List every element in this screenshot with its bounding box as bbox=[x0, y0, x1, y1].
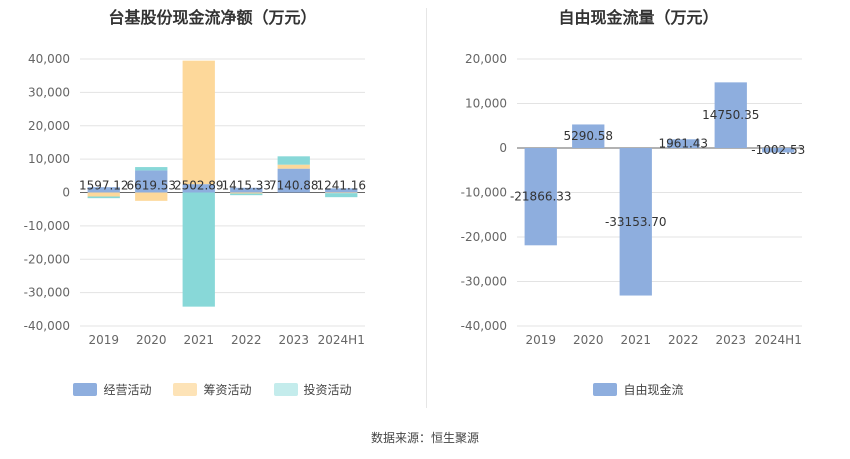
bar-自由现金流-2021 bbox=[619, 148, 652, 296]
free-cashflow-chart: 20,000 10,000 0 -10,000 -20,000 -30,000 -40,00… bbox=[461, 52, 806, 347]
y-tick-label: 30,000 bbox=[28, 85, 70, 99]
x-tick-label: 2019 bbox=[88, 333, 119, 347]
y-tick-label: -30,000 bbox=[461, 275, 507, 289]
x-tick-label: 2023 bbox=[278, 333, 309, 347]
cashflow-net-panel: 台基股份现金流净额（万元） 40,000 30,000 20,000 10,000 0 -… bbox=[0, 0, 425, 410]
legend-label-financing: 筹资活动 bbox=[203, 383, 252, 397]
bar-投资活动-2024H1 bbox=[325, 193, 358, 198]
data-label: -33153.70 bbox=[605, 215, 667, 229]
x-tick-label: 2021 bbox=[620, 333, 651, 347]
y-tick-label: -10,000 bbox=[24, 219, 70, 233]
legend-swatch-operating bbox=[73, 383, 98, 396]
free-cashflow-panel: 自由现金流量（万元） 20,000 10,000 0 -10,000 -20,000 -3… bbox=[427, 0, 850, 410]
x-tick-label: 2022 bbox=[231, 333, 262, 347]
legend-swatch-free-cashflow bbox=[593, 383, 618, 396]
legend-label-free-cashflow: 自由现金流 bbox=[623, 383, 684, 397]
bar-经营活动-2024H1 bbox=[325, 188, 358, 193]
data-label: 2502.89 bbox=[174, 179, 224, 193]
data-label: 1961.43 bbox=[658, 137, 708, 151]
x-tick-label: 2020 bbox=[136, 333, 167, 347]
legend-label-investing: 投资活动 bbox=[303, 383, 352, 397]
bar-自由现金流-2024H1 bbox=[762, 148, 795, 153]
data-label: 1241.16 bbox=[316, 179, 366, 193]
bar-筹资活动-2022 bbox=[230, 192, 263, 194]
x-tick-label: 2024H1 bbox=[755, 333, 802, 347]
bar-筹资活动-2021 bbox=[182, 60, 215, 185]
bar-经营活动-2022 bbox=[230, 187, 263, 193]
y-tick-label: -20,000 bbox=[24, 252, 70, 266]
data-label: 6619.53 bbox=[126, 179, 176, 193]
chart-title-free-cashflow: 自由现金流量（万元） bbox=[558, 8, 719, 27]
bar-投资活动-2021 bbox=[182, 192, 215, 307]
net-cashflow-chart: 40,000 30,000 20,000 10,000 0 -10,000 -20,000 -… bbox=[24, 52, 366, 347]
bar-自由现金流-2022 bbox=[667, 139, 700, 148]
data-label: 14750.35 bbox=[702, 108, 759, 122]
x-tick-label: 2020 bbox=[573, 333, 604, 347]
y-tick-label: 0 bbox=[499, 141, 507, 155]
y-tick-label: 20,000 bbox=[28, 119, 70, 133]
bar-筹资活动-2019 bbox=[87, 192, 120, 197]
y-tick-label: 10,000 bbox=[465, 97, 507, 111]
panel-divider bbox=[426, 8, 427, 408]
x-tick-label: 2023 bbox=[715, 333, 746, 347]
data-label: -1002.53 bbox=[751, 143, 805, 157]
y-tick-label: 40,000 bbox=[28, 52, 70, 66]
legend-item-operating[interactable]: 经营活动 bbox=[73, 381, 151, 398]
bar-筹资活动-2023 bbox=[277, 164, 310, 169]
y-tick-label: -30,000 bbox=[24, 286, 70, 300]
bar-投资活动-2023 bbox=[277, 156, 310, 165]
bar-自由现金流-2020 bbox=[572, 124, 605, 148]
data-label: 1597.12 bbox=[79, 179, 129, 193]
data-label: 1415.33 bbox=[221, 179, 271, 193]
bar-投资活动-2019 bbox=[87, 196, 120, 199]
bar-投资活动-2022 bbox=[230, 193, 263, 196]
net-cashflow-legend: 经营活动 筹资活动 投资活动 bbox=[0, 381, 425, 398]
x-tick-label: 2024H1 bbox=[318, 333, 365, 347]
legend-label-operating: 经营活动 bbox=[103, 383, 152, 397]
legend-item-investing[interactable]: 投资活动 bbox=[273, 381, 352, 398]
x-tick-label: 2019 bbox=[525, 333, 556, 347]
x-tick-label: 2021 bbox=[183, 333, 214, 347]
bar-投资活动-2020 bbox=[135, 167, 168, 171]
bar-筹资活动-2020 bbox=[135, 192, 168, 201]
legend-swatch-financing bbox=[173, 383, 198, 396]
y-tick-label: -40,000 bbox=[24, 319, 70, 333]
x-tick-label: 2022 bbox=[668, 333, 699, 347]
bar-自由现金流-2023 bbox=[714, 82, 747, 148]
chart-title-net-cashflow: 台基股份现金流净额（万元） bbox=[108, 8, 317, 27]
legend-item-free-cashflow[interactable]: 自由现金流 bbox=[593, 381, 684, 398]
y-tick-label: -10,000 bbox=[461, 186, 507, 200]
bar-经营活动-2019 bbox=[87, 187, 120, 193]
y-tick-label: 20,000 bbox=[465, 52, 507, 66]
bar-经营活动-2021 bbox=[182, 184, 215, 193]
free-cashflow-legend: 自由现金流 bbox=[427, 381, 850, 398]
legend-swatch-investing bbox=[273, 383, 298, 396]
bar-自由现金流-2019 bbox=[524, 148, 557, 246]
data-source-note: 数据来源：恒生聚源 bbox=[370, 431, 479, 445]
y-tick-label: -40,000 bbox=[461, 319, 507, 333]
legend-item-financing[interactable]: 筹资活动 bbox=[173, 381, 252, 398]
bar-经营活动-2020 bbox=[135, 170, 168, 193]
data-label: 7140.88 bbox=[269, 179, 319, 193]
data-label: 5290.58 bbox=[563, 129, 613, 143]
bar-筹资活动-2024H1 bbox=[325, 192, 358, 194]
bar-经营活动-2023 bbox=[277, 168, 310, 193]
y-tick-label: 0 bbox=[62, 186, 70, 200]
y-tick-label: -20,000 bbox=[461, 230, 507, 244]
y-tick-label: 10,000 bbox=[28, 152, 70, 166]
data-label: -21866.33 bbox=[510, 190, 572, 204]
